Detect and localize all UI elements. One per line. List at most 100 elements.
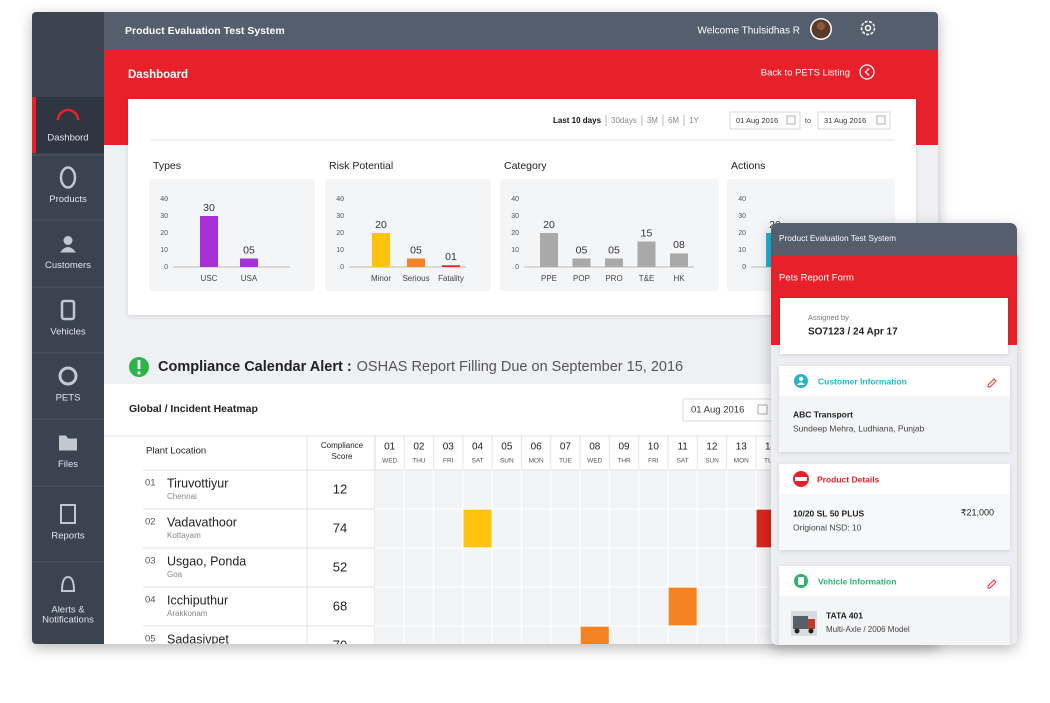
- y-tick-label: 10: [160, 247, 168, 254]
- date-input-to[interactable]: [817, 111, 891, 130]
- date-input-from[interactable]: [729, 111, 801, 130]
- nav-item[interactable]: Customers: [32, 219, 104, 271]
- y-tick-label: 40: [738, 196, 746, 203]
- day-date: 03: [443, 442, 455, 453]
- day-date: 01: [384, 442, 396, 453]
- date-filters: Last 10 days 30days 3M 6M 1Y: [553, 115, 700, 126]
- nav-icon: [60, 299, 76, 321]
- day-date: 11: [677, 442, 688, 453]
- day-weekday: MON: [734, 458, 749, 465]
- day-weekday: SUN: [500, 458, 514, 465]
- day-date: 05: [501, 442, 513, 453]
- bar: [372, 233, 390, 267]
- chart-title: Types: [153, 160, 181, 172]
- edit-icon[interactable]: [987, 579, 997, 589]
- nav-item[interactable]: Alerts &Notifications: [32, 561, 104, 626]
- x-tick-label: HK: [673, 274, 685, 283]
- nav-icon: [63, 236, 73, 245]
- y-tick-label: 20: [511, 230, 519, 237]
- filter-option[interactable]: 3M: [647, 116, 658, 125]
- day-weekday: SAT: [677, 458, 689, 465]
- chart-title: Actions: [731, 160, 765, 172]
- heatmap-alert-cell: [668, 587, 698, 626]
- chart-panel: [149, 179, 315, 291]
- back-icon[interactable]: [859, 64, 875, 80]
- day-date: 06: [531, 442, 543, 453]
- x-tick-label: USA: [241, 274, 258, 283]
- nav-icon: [58, 366, 78, 386]
- plant-city: Chennai: [167, 492, 197, 501]
- product-name: 10/20 SL 50 PLUS: [793, 508, 865, 518]
- plant-name: Icchiputhur: [167, 593, 228, 607]
- nav-icon: [59, 166, 77, 189]
- x-tick-label: Serious: [402, 274, 429, 283]
- y-tick-label: 0: [164, 264, 168, 271]
- bar: [605, 258, 623, 267]
- chart-title: Category: [504, 160, 547, 172]
- day-date: 13: [736, 442, 748, 453]
- nav-item[interactable]: Vehicles: [32, 286, 104, 338]
- nav-item[interactable]: Dashbord: [32, 97, 104, 153]
- y-tick-label: 0: [340, 264, 344, 271]
- nav-label: Reports: [51, 531, 85, 542]
- nav-item[interactable]: PETS: [32, 352, 104, 404]
- plant-name: Sadasivpet: [167, 632, 229, 646]
- nav-label: Vehicles: [50, 327, 86, 338]
- filter-option[interactable]: Last 10 days: [553, 116, 602, 125]
- day-weekday: FRI: [648, 458, 659, 465]
- back-link[interactable]: Back to PETS Listing: [761, 68, 850, 79]
- day-weekday: FRI: [443, 458, 454, 465]
- customer-name: ABC Transport: [793, 409, 853, 419]
- value-label: 05: [243, 244, 255, 256]
- x-tick-label: POP: [573, 274, 590, 283]
- date-to-label: to: [805, 116, 811, 125]
- nav-item[interactable]: Files: [32, 418, 104, 470]
- filter-option[interactable]: 1Y: [689, 116, 699, 125]
- nav-label: Customers: [45, 260, 91, 271]
- y-tick-label: 40: [511, 196, 519, 203]
- customer-card-header: [779, 366, 1010, 396]
- mobile-top-bar: [771, 223, 1017, 255]
- day-date: 14: [765, 442, 777, 453]
- row-number: 05: [145, 634, 156, 645]
- customer-icon-body: [797, 382, 805, 385]
- x-tick-label: T&E: [639, 274, 655, 283]
- product-price: ₹21,000: [961, 507, 994, 517]
- bar: [442, 265, 460, 267]
- bar: [572, 258, 591, 267]
- nav-item[interactable]: Products: [32, 154, 104, 205]
- vehicle-title: Vehicle Information: [818, 576, 896, 586]
- day-date: 10: [648, 442, 660, 453]
- value-label: 30: [203, 202, 215, 214]
- edit-icon[interactable]: [987, 378, 997, 388]
- settings-icon[interactable]: [860, 20, 876, 36]
- heatmap-alert-cell: [580, 626, 610, 644]
- filter-option[interactable]: 6M: [668, 116, 679, 125]
- alert-label: Compliance Calendar Alert :: [158, 359, 352, 375]
- plant-city: Goa: [167, 570, 183, 579]
- compliance-alert: Compliance Calendar Alert : OSHAS Report …: [158, 359, 683, 375]
- day-weekday: THR: [617, 458, 631, 465]
- day-weekday: WED: [587, 458, 602, 465]
- y-tick-label: 40: [160, 196, 168, 203]
- customer-icon-head: [798, 376, 804, 382]
- value-label: 20: [543, 219, 555, 231]
- truck-image: [791, 611, 817, 636]
- day-weekday: SUN: [705, 458, 719, 465]
- nav-label: PETS: [56, 393, 81, 404]
- welcome-text: Welcome Thulsidhas R: [698, 26, 800, 37]
- y-tick-label: 20: [336, 230, 344, 237]
- filter-option[interactable]: 30days: [611, 116, 637, 125]
- nav-label: Dashbord: [47, 133, 88, 144]
- nav-item[interactable]: Reports: [32, 485, 104, 542]
- y-tick-label: 10: [738, 247, 746, 254]
- x-tick-label: PRO: [605, 274, 622, 283]
- bar: [407, 258, 425, 267]
- nav-label: Notifications: [42, 615, 94, 626]
- y-tick-label: 10: [336, 247, 344, 254]
- day-date: 07: [560, 442, 572, 453]
- compliance-score: 74: [333, 520, 347, 535]
- day-date: 08: [589, 442, 601, 453]
- product-nsd: Origional NSD: 10: [793, 522, 862, 532]
